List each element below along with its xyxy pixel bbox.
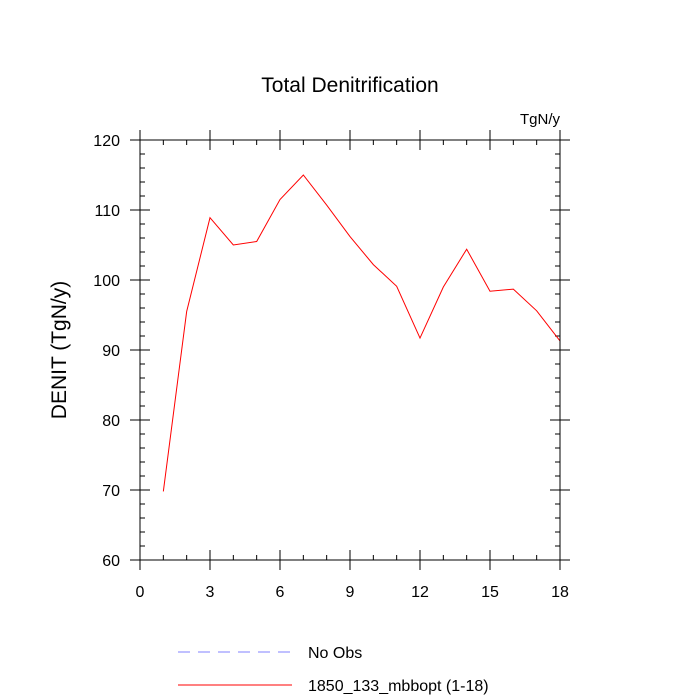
x-tick-label: 0 [136,584,145,601]
minor-ticks [139,139,561,561]
series-line [162,174,561,492]
y-tick-label: 60 [102,553,120,570]
x-tick-label: 6 [276,584,285,601]
x-tick-label: 12 [411,584,429,601]
y-tick-label: 90 [102,343,120,360]
y-tick-label: 100 [93,273,120,290]
y-tick-label: 80 [102,413,120,430]
legend-item: No Obs [178,645,362,662]
units-label: TgN/y [520,111,561,128]
y-tick-label: 70 [102,483,120,500]
major-ticks [130,130,570,570]
chart-title: Total Denitrification [261,74,438,97]
tick-labels: 0 3 6 9 12 15 18 60 70 80 90 100 110 120 [93,133,569,601]
y-axis-label: DENIT (TgN/y) [48,281,71,419]
legend-label: No Obs [308,645,362,662]
legend-label: 1850_133_mbbopt (1-18) [308,678,489,695]
x-tick-label: 18 [551,584,569,601]
series-lines [162,174,561,492]
x-tick-label: 9 [346,584,355,601]
plot-frame [139,139,561,561]
y-tick-label: 110 [94,203,120,220]
x-tick-label: 3 [206,584,215,601]
legend: No Obs 1850_133_mbbopt (1-18) [178,645,489,695]
x-tick-label: 15 [481,584,499,601]
legend-item: 1850_133_mbbopt (1-18) [178,678,489,695]
y-tick-label: 120 [93,133,120,150]
